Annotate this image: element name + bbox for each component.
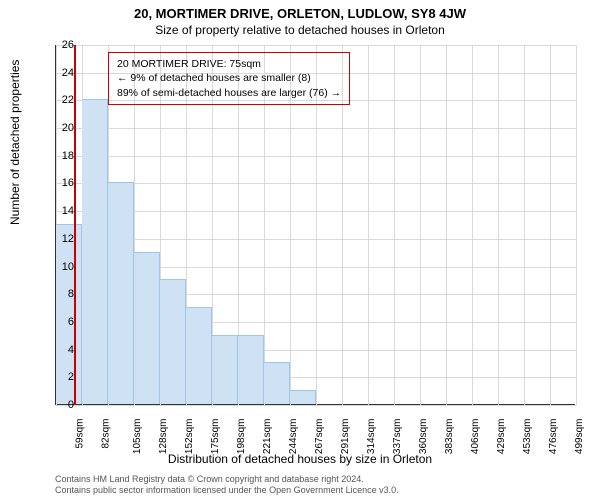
y-tick-label: 8 [49,288,74,300]
footer-line-1: Contains HM Land Registry data © Crown c… [55,474,399,485]
x-tick-label: 175sqm [210,419,221,455]
histogram-bar [212,335,238,404]
y-tick-label: 26 [49,39,74,51]
x-tick-label: 152sqm [184,419,195,455]
histogram-bar [108,182,134,404]
x-tick-label: 360sqm [418,419,429,455]
x-tick-label: 429sqm [496,419,507,455]
x-tick-label: 105sqm [132,419,143,455]
y-tick-label: 6 [49,316,74,328]
gridline-v [498,45,499,405]
gridline-v [420,45,421,405]
address-title: 20, MORTIMER DRIVE, ORLETON, LUDLOW, SY8… [0,0,600,21]
y-tick-label: 14 [49,205,74,217]
property-marker-line [74,45,76,405]
x-tick-label: 221sqm [262,419,273,455]
x-tick-label: 499sqm [574,419,585,455]
x-tick-label: 244sqm [288,419,299,455]
gridline-v [576,45,577,405]
y-tick-label: 12 [49,233,74,245]
annotation-line: 89% of semi-detached houses are larger (… [117,86,341,100]
y-tick-label: 4 [49,344,74,356]
chart-subtitle: Size of property relative to detached ho… [0,21,600,37]
x-axis-label: Distribution of detached houses by size … [0,452,600,466]
gridline-v [550,45,551,405]
annotation-line: 20 MORTIMER DRIVE: 75sqm [117,57,341,71]
histogram-bar [134,252,160,404]
y-tick-label: 20 [49,122,74,134]
gridline-v [446,45,447,405]
y-tick-label: 18 [49,150,74,162]
x-tick-label: 383sqm [444,419,455,455]
x-tick-label: 476sqm [548,419,559,455]
x-tick-label: 267sqm [314,419,325,455]
x-tick-label: 406sqm [470,419,481,455]
gridline-v [524,45,525,405]
annotation-box: 20 MORTIMER DRIVE: 75sqm← 9% of detached… [108,52,350,105]
plot-region: 20 MORTIMER DRIVE: 75sqm← 9% of detached… [55,45,575,405]
footer-attribution: Contains HM Land Registry data © Crown c… [55,474,399,496]
y-tick-label: 24 [49,67,74,79]
gridline-v [368,45,369,405]
histogram-bar [160,279,186,404]
y-tick-label: 10 [49,261,74,273]
gridline-v [472,45,473,405]
x-tick-label: 128sqm [158,419,169,455]
histogram-bar [82,99,108,404]
y-tick-label: 22 [49,94,74,106]
x-tick-label: 337sqm [392,419,403,455]
footer-line-2: Contains public sector information licen… [55,485,399,496]
x-tick-label: 314sqm [366,419,377,455]
x-tick-label: 82sqm [101,419,112,449]
x-tick-label: 291sqm [340,419,351,455]
y-tick-label: 0 [49,399,74,411]
y-axis-label: Number of detached properties [8,60,22,225]
histogram-bar [186,307,212,404]
annotation-line: ← 9% of detached houses are smaller (8) [117,71,341,85]
chart-area: 20 MORTIMER DRIVE: 75sqm← 9% of detached… [55,45,575,405]
histogram-bar [264,362,290,404]
gridline-v [394,45,395,405]
gridline-h [56,405,576,406]
histogram-bar [290,390,316,404]
y-tick-label: 16 [49,177,74,189]
x-tick-label: 198sqm [236,419,247,455]
x-tick-label: 453sqm [522,419,533,455]
y-tick-label: 2 [49,371,74,383]
histogram-bar [238,335,264,404]
x-tick-label: 59sqm [75,419,86,449]
